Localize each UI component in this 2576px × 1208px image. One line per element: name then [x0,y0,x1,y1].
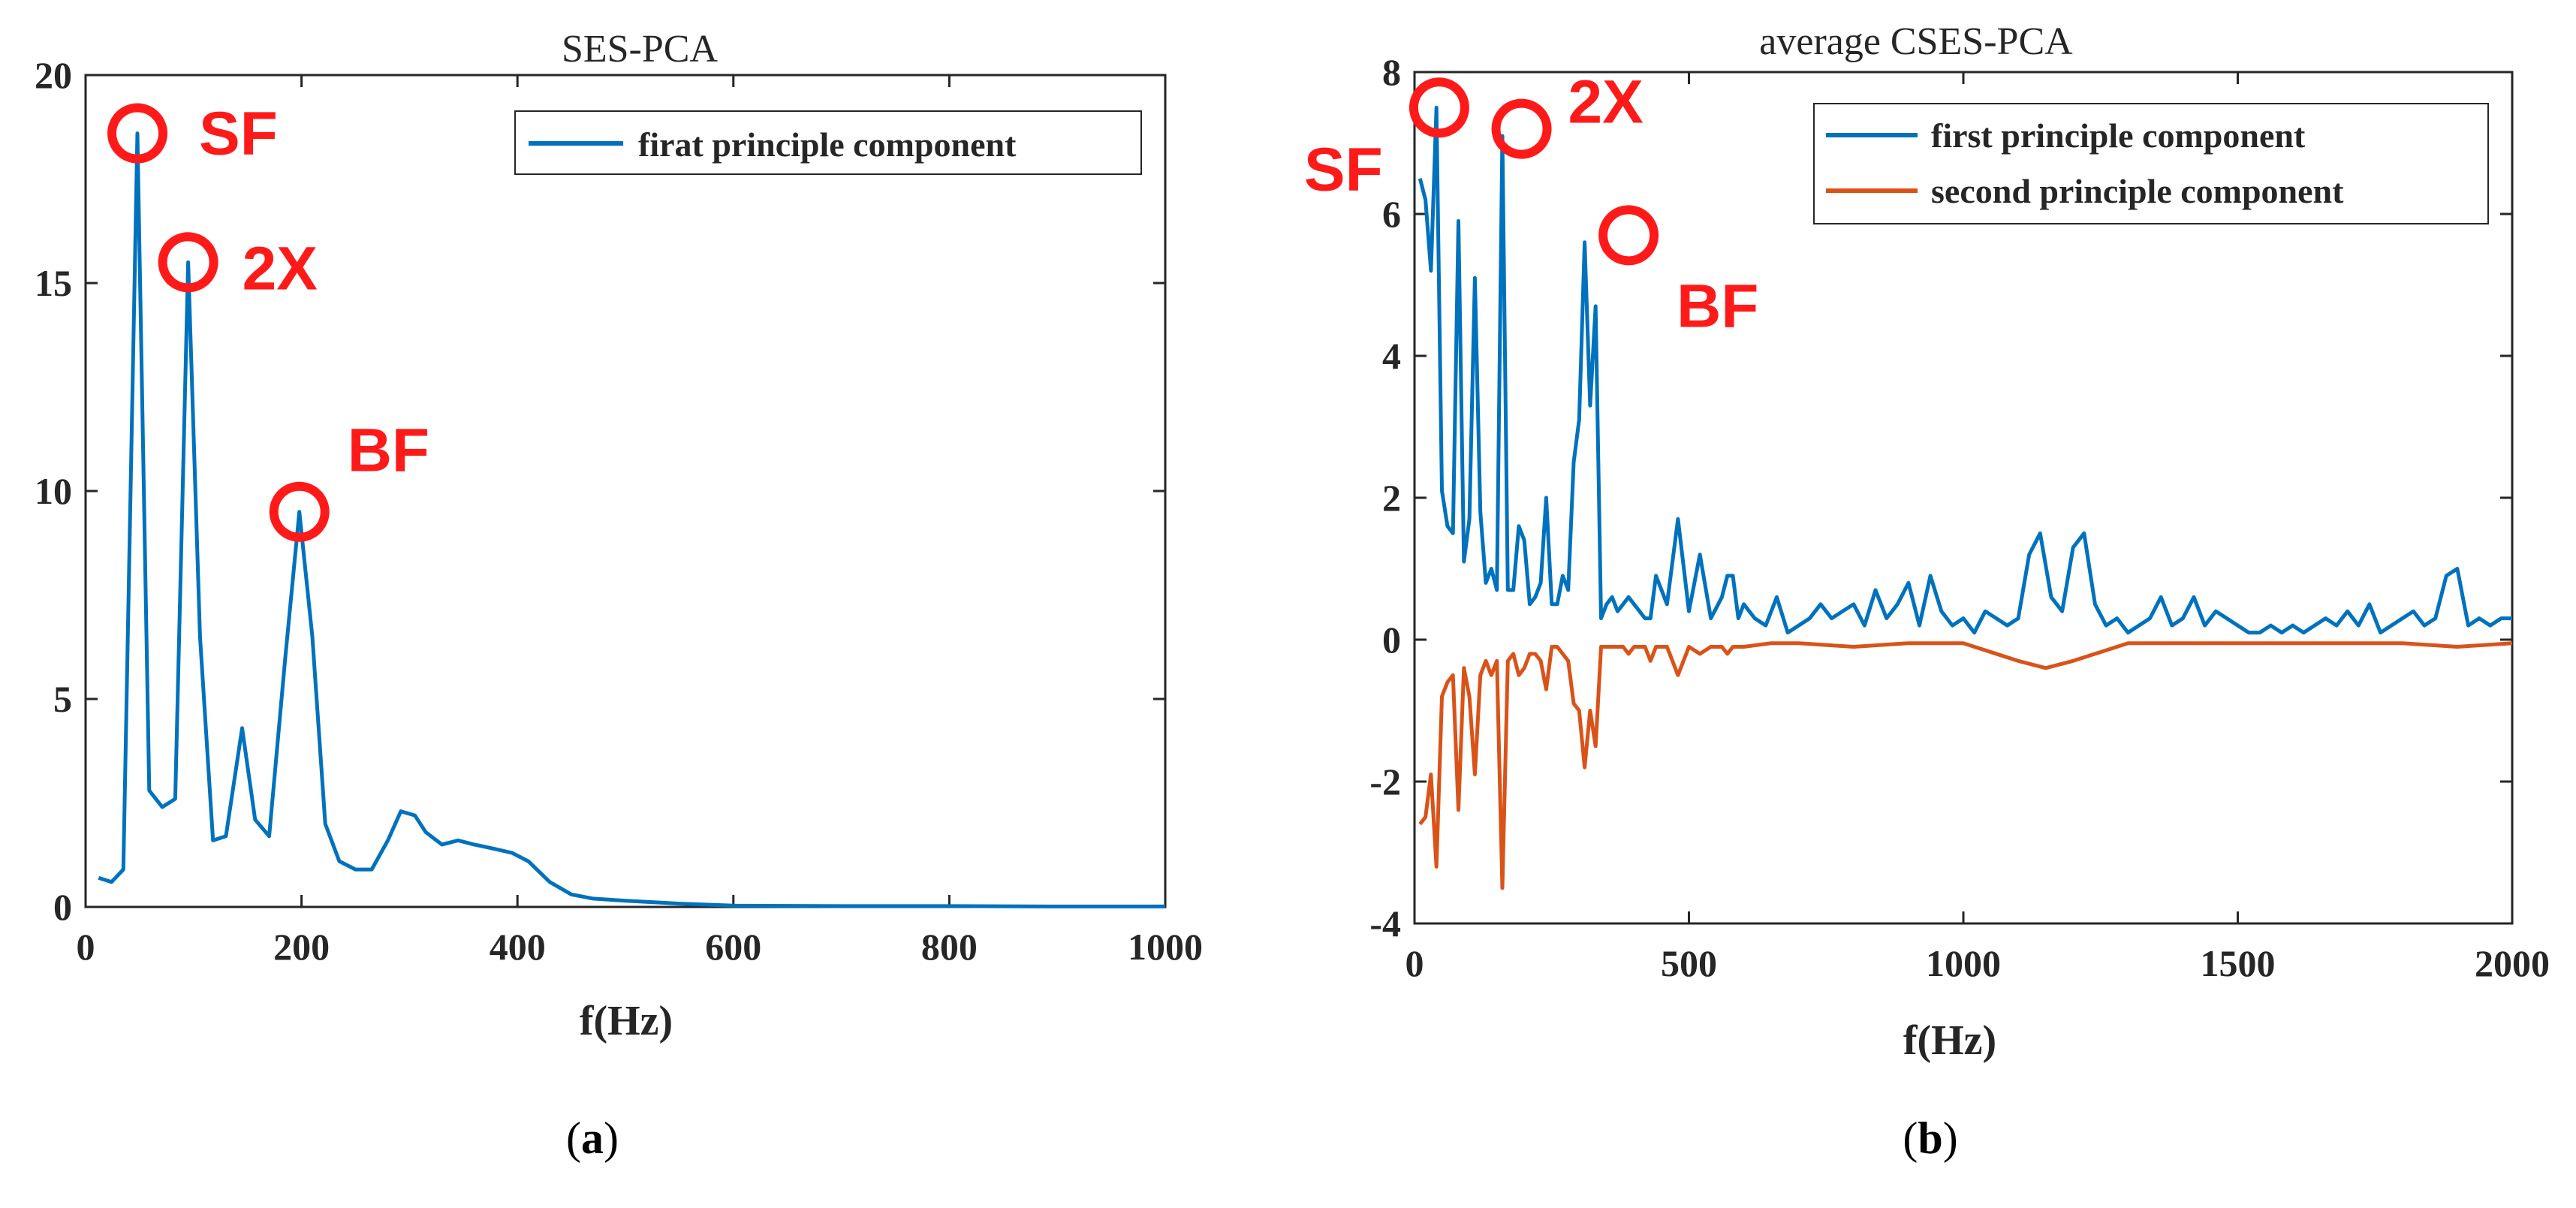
panel-a-xtick-label-2: 400 [490,926,546,968]
panel-a-axes-box [84,74,1167,908]
panel-b: average CSES-PCA -4 -2 0 2 4 6 8 0 500 1000 1500 2… [1304,20,2550,1163]
panel-b-title: average CSES-PCA [1759,20,2073,63]
panel-a-ytick-label-0: 0 [53,886,72,928]
panel-a-xtick-label-4: 800 [921,926,978,968]
panel-b-legend-label-2: second principle component [1931,172,2344,210]
panel-b-xlabel: f(Hz) [1903,1017,1996,1064]
panel-b-ytick-label-1: -2 [1369,761,1401,803]
panel-b-series-line-1 [1418,641,2513,890]
panel-a-xtick-label-1: 200 [273,926,330,968]
panel-a-legend-label: firat principle component [638,125,1017,164]
panel-b-ytick-label-4: 4 [1382,335,1401,377]
panel-b-series-line-0 [1418,105,2512,635]
panel-b-caption-letter: b [1918,1113,1942,1163]
panel-a-annotation-label-2x: 2X [243,234,318,303]
panel-a-annotation-label-sf: SF [199,100,278,168]
panel-b-ytick-label-5: 6 [1382,193,1401,235]
panel-b-annotation-circle-sf [1409,77,1469,138]
panel-b-series [1418,105,2513,890]
panel-b-xtick-label-1: 500 [1661,942,1717,984]
panel-a-ytick-label-4: 20 [35,54,72,96]
panel-b-annotation-label-2x: 2X [1568,68,1644,137]
panel-a-annotations: SF 2X BF [107,100,429,542]
panel-a-xlabel: f(Hz) [580,998,673,1044]
panel-a-x-ticks: 0 200 400 600 800 1000 [77,75,1203,968]
panel-a-annotation-label-bf: BF [348,417,429,485]
panel-b-xtick-label-4: 2000 [2475,942,2550,984]
panel-b-annotations: SF 2X BF [1304,68,1759,341]
panel-b-caption: (b) [1903,1113,1957,1163]
panel-b-legend-label-1: first principle component [1931,116,2306,155]
panel-b-annotation-circle-bf [1598,205,1659,266]
panel-b-xtick-label-2: 1000 [1926,942,2001,984]
panel-a: SES-PCA 0 5 10 15 20 0 200 400 600 800 1000 SF 2X B… [35,28,1203,1163]
panel-a-ytick-label-2: 10 [35,470,72,512]
panel-b-xtick-label-0: 0 [1406,942,1424,984]
panel-a-ytick-label-1: 5 [53,678,72,720]
panel-b-ytick-label-3: 2 [1382,477,1401,519]
panel-a-annotation-circle-2x [158,232,218,293]
panel-b-ytick-label-0: -4 [1369,902,1401,944]
panel-b-y-ticks: -4 -2 0 2 4 6 8 [1369,51,2512,944]
panel-b-annotation-circle-2x [1491,98,1552,159]
panel-a-xtick-label-0: 0 [77,926,95,968]
panel-a-title: SES-PCA [562,28,719,71]
panel-a-xtick-label-5: 1000 [1128,926,1203,968]
panel-b-annotation-label-sf: SF [1304,135,1383,203]
panel-b-legend: first principle component second princip… [1813,103,2489,224]
panel-a-annotation-circle-sf [107,103,168,164]
panel-b-legend-box [1813,103,2489,224]
panel-b-annotation-label-bf: BF [1677,272,1758,340]
panel-a-y-ticks: 0 5 10 15 20 [35,54,1165,928]
panel-b-x-ticks: 0 500 1000 1500 2000 [1406,72,2550,984]
panel-a-caption-letter: a [581,1113,604,1163]
panel-a-xtick-label-3: 600 [705,926,761,968]
panel-a-annotation-circle-bf [269,481,330,542]
panel-a-ytick-label-3: 15 [35,262,72,304]
panel-b-xtick-label-3: 1500 [2201,942,2276,984]
panel-b-ytick-label-6: 8 [1382,51,1401,93]
panel-a-series [98,131,1165,908]
panel-b-ytick-label-2: 0 [1382,619,1401,661]
panel-a-caption: (a) [566,1113,619,1163]
panel-a-legend: firat principle component [514,110,1142,175]
panel-a-series-line-0 [98,131,1165,908]
